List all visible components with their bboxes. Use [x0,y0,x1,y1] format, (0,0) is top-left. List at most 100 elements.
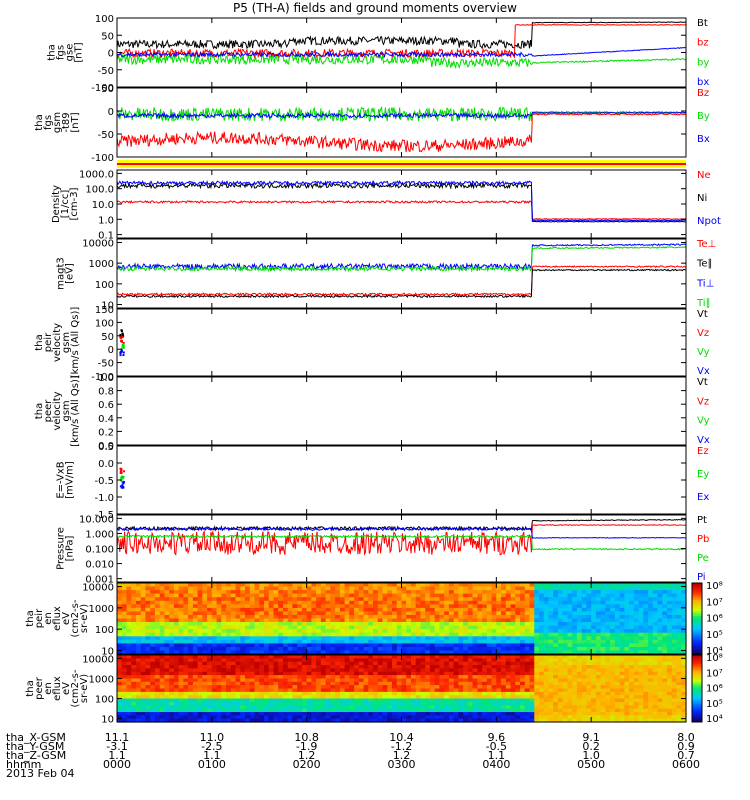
heatmap-cell [221,708,227,713]
heatmap-cell [581,655,587,659]
heatmap-cell [240,643,246,648]
heatmap-cell [453,681,459,686]
heatmap-cell [448,611,455,616]
heatmap-cell [377,643,384,648]
heatmap-cell [629,629,635,634]
heatmap-cell [548,698,554,703]
heatmap-cell [411,691,417,696]
heatmap-cell [605,715,611,720]
heatmap-cell [335,685,341,690]
heatmap-cell [202,661,208,666]
heatmap-cell [681,650,687,655]
heatmap-cell [226,611,232,616]
heatmap-cell [330,639,336,644]
heatmap-cell [491,718,497,723]
heatmap-cell [297,597,303,602]
heatmap-cell [373,715,379,720]
heatmap-cell [648,629,654,634]
heatmap-cell [572,695,578,700]
heatmap-cell [567,629,573,634]
heatmap-cell [643,622,649,627]
heatmap-cell [562,718,568,723]
heatmap-cell [188,615,194,620]
heatmap-cell [259,618,265,623]
heatmap-cell [268,705,274,710]
heatmap-cell [467,698,474,703]
heatmap-cell [501,650,507,655]
heatmap-cell [211,671,218,676]
heatmap-cell [595,586,602,591]
heatmap-cell [411,583,417,588]
heatmap-cell [401,701,407,706]
heatmap-cell [245,691,251,696]
heatmap-cell [553,643,559,648]
heatmap-cell [311,675,317,680]
heatmap-cell [354,705,360,710]
heatmap-cell [316,675,322,680]
heatmap-cell [211,701,218,706]
heatmap-cell [605,636,611,641]
heatmap-cell [183,646,189,651]
heatmap-cell [320,600,327,605]
heatmap-cell [619,698,625,703]
heatmap-cell [387,583,393,588]
heatmap-cell [197,678,203,683]
heatmap-cell [548,708,554,713]
heatmap-cell [202,622,208,627]
heatmap-cell [178,698,184,703]
heatmap-cell [207,671,213,676]
heatmap-cell [562,607,568,612]
heatmap-cell [667,646,673,651]
heatmap-cell [387,701,393,706]
heatmap-cell [306,715,312,720]
heatmap-cell [610,681,616,686]
heatmap-cell [325,636,331,641]
heatmap-cell [192,629,199,634]
heatmap-cell [576,695,583,700]
heatmap-cell [482,600,488,605]
heatmap-cell [292,629,298,634]
heatmap-cell [524,708,531,713]
heatmap-cell [330,695,336,700]
heatmap-cell [510,671,516,676]
heatmap-cell [245,688,251,693]
heatmap-cell [264,688,270,693]
heatmap-cell [349,604,355,609]
heatmap-cell [439,586,445,591]
heatmap-cell [330,688,336,693]
heatmap-cell [619,715,625,720]
heatmap-cell [264,665,270,669]
heatmap-cell [444,678,450,683]
heatmap-cell [230,661,237,666]
heatmap-cell [301,668,308,673]
heatmap-cell [140,639,146,644]
heatmap-cell [320,715,327,720]
heatmap-cell [245,636,251,641]
heatmap-cell [259,701,265,706]
heatmap-cell [463,632,469,637]
heatmap-cell [477,643,483,648]
heatmap-cell [316,681,322,686]
heatmap-cell [411,636,417,641]
heatmap-cell [591,611,597,616]
heatmap-cell [539,632,545,637]
heatmap-cell [240,590,246,595]
heatmap-cell [406,668,412,673]
heatmap-cell [126,661,132,666]
heatmap-cell [529,650,535,655]
heatmap-cell [496,583,502,588]
heatmap-cell [515,607,521,612]
heatmap-cell [339,586,346,591]
heatmap-cell [287,639,293,644]
heatmap-cell [235,583,241,588]
heatmap-cell [548,650,554,655]
heatmap-cell [415,678,421,683]
heatmap-cell [330,678,336,683]
heatmap-cell [377,671,384,676]
y-tick-label: -0.5 [94,476,114,487]
heatmap-cell [140,688,146,693]
colorbar-cell [692,611,702,615]
heatmap-cell [420,675,426,680]
heatmap-cell [567,583,573,588]
heatmap-cell [629,665,635,669]
